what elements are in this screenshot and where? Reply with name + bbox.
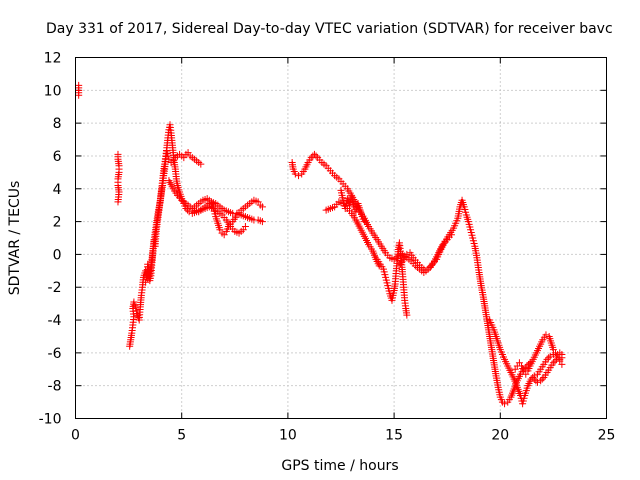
series-sat-k xyxy=(396,231,455,275)
data-point xyxy=(542,331,550,339)
y-tick-label: 12 xyxy=(44,51,62,67)
data-point xyxy=(114,198,122,206)
data-point xyxy=(185,208,193,216)
data-point xyxy=(553,355,561,363)
data-point xyxy=(403,311,411,319)
data-point xyxy=(241,223,249,231)
data-point xyxy=(447,231,455,239)
y-tick-label: 0 xyxy=(53,247,62,263)
data-point xyxy=(130,298,138,306)
x-tick-label: 10 xyxy=(279,428,297,444)
x-axis-label: GPS time / hours xyxy=(281,458,398,474)
x-tick-label: 15 xyxy=(385,428,403,444)
x-tick-label: 20 xyxy=(491,428,509,444)
data-point xyxy=(312,152,320,160)
data-point xyxy=(538,375,546,383)
chart-title: Day 331 of 2017, Sidereal Day-to-day VTE… xyxy=(46,21,613,37)
y-tick-label: 8 xyxy=(53,116,62,132)
y-tick-label: -6 xyxy=(48,346,62,362)
y-tick-label: 6 xyxy=(53,149,62,165)
y-tick-label: -8 xyxy=(48,379,62,395)
data-point xyxy=(291,170,299,178)
series-sat-l xyxy=(486,316,566,408)
data-point xyxy=(258,218,266,226)
series-sat-g xyxy=(288,150,534,408)
data-point xyxy=(530,375,538,383)
data-point xyxy=(197,160,205,168)
data-point xyxy=(549,359,557,367)
data-point xyxy=(307,154,315,162)
data-point xyxy=(75,91,83,99)
series-sat-a xyxy=(75,81,83,99)
data-point xyxy=(558,351,566,359)
y-tick-label: -2 xyxy=(48,280,62,296)
y-axis-label: SDTVAR / TECUs xyxy=(7,181,23,296)
y-tick-label: 10 xyxy=(44,83,62,99)
data-point xyxy=(543,355,551,363)
y-tick-label: -4 xyxy=(48,313,62,329)
data-point xyxy=(295,172,303,180)
axis-ticks: 0 5 10 15 20 25 -10 -8 -6 -4 -2 0 2 4 6 8 10 12 xyxy=(39,51,616,444)
data-point xyxy=(558,360,566,368)
series-sat-i xyxy=(337,186,368,226)
series-sat-e xyxy=(165,177,266,226)
data-point xyxy=(545,354,553,362)
data-point xyxy=(360,218,368,226)
data-point xyxy=(529,373,537,381)
data-point xyxy=(310,150,318,158)
data-point xyxy=(258,203,266,211)
series-sat-b xyxy=(114,150,123,206)
y-tick-label: 2 xyxy=(53,215,62,231)
y-tick-label: 4 xyxy=(53,182,62,198)
data-point xyxy=(546,352,554,360)
series-sat-m xyxy=(511,331,566,378)
series-sat-f xyxy=(190,195,266,239)
series-sat-j xyxy=(373,239,411,319)
data-point xyxy=(537,377,545,385)
data-point xyxy=(501,400,509,408)
y-tick-label: -10 xyxy=(39,412,62,428)
data-point xyxy=(403,250,411,258)
x-tick-label: 25 xyxy=(598,428,616,444)
data-point xyxy=(533,378,541,386)
data-points xyxy=(75,81,566,408)
x-tick-label: 0 xyxy=(71,428,80,444)
x-tick-label: 5 xyxy=(177,428,186,444)
plot-frame xyxy=(75,57,607,419)
series-sat-n xyxy=(530,355,566,386)
